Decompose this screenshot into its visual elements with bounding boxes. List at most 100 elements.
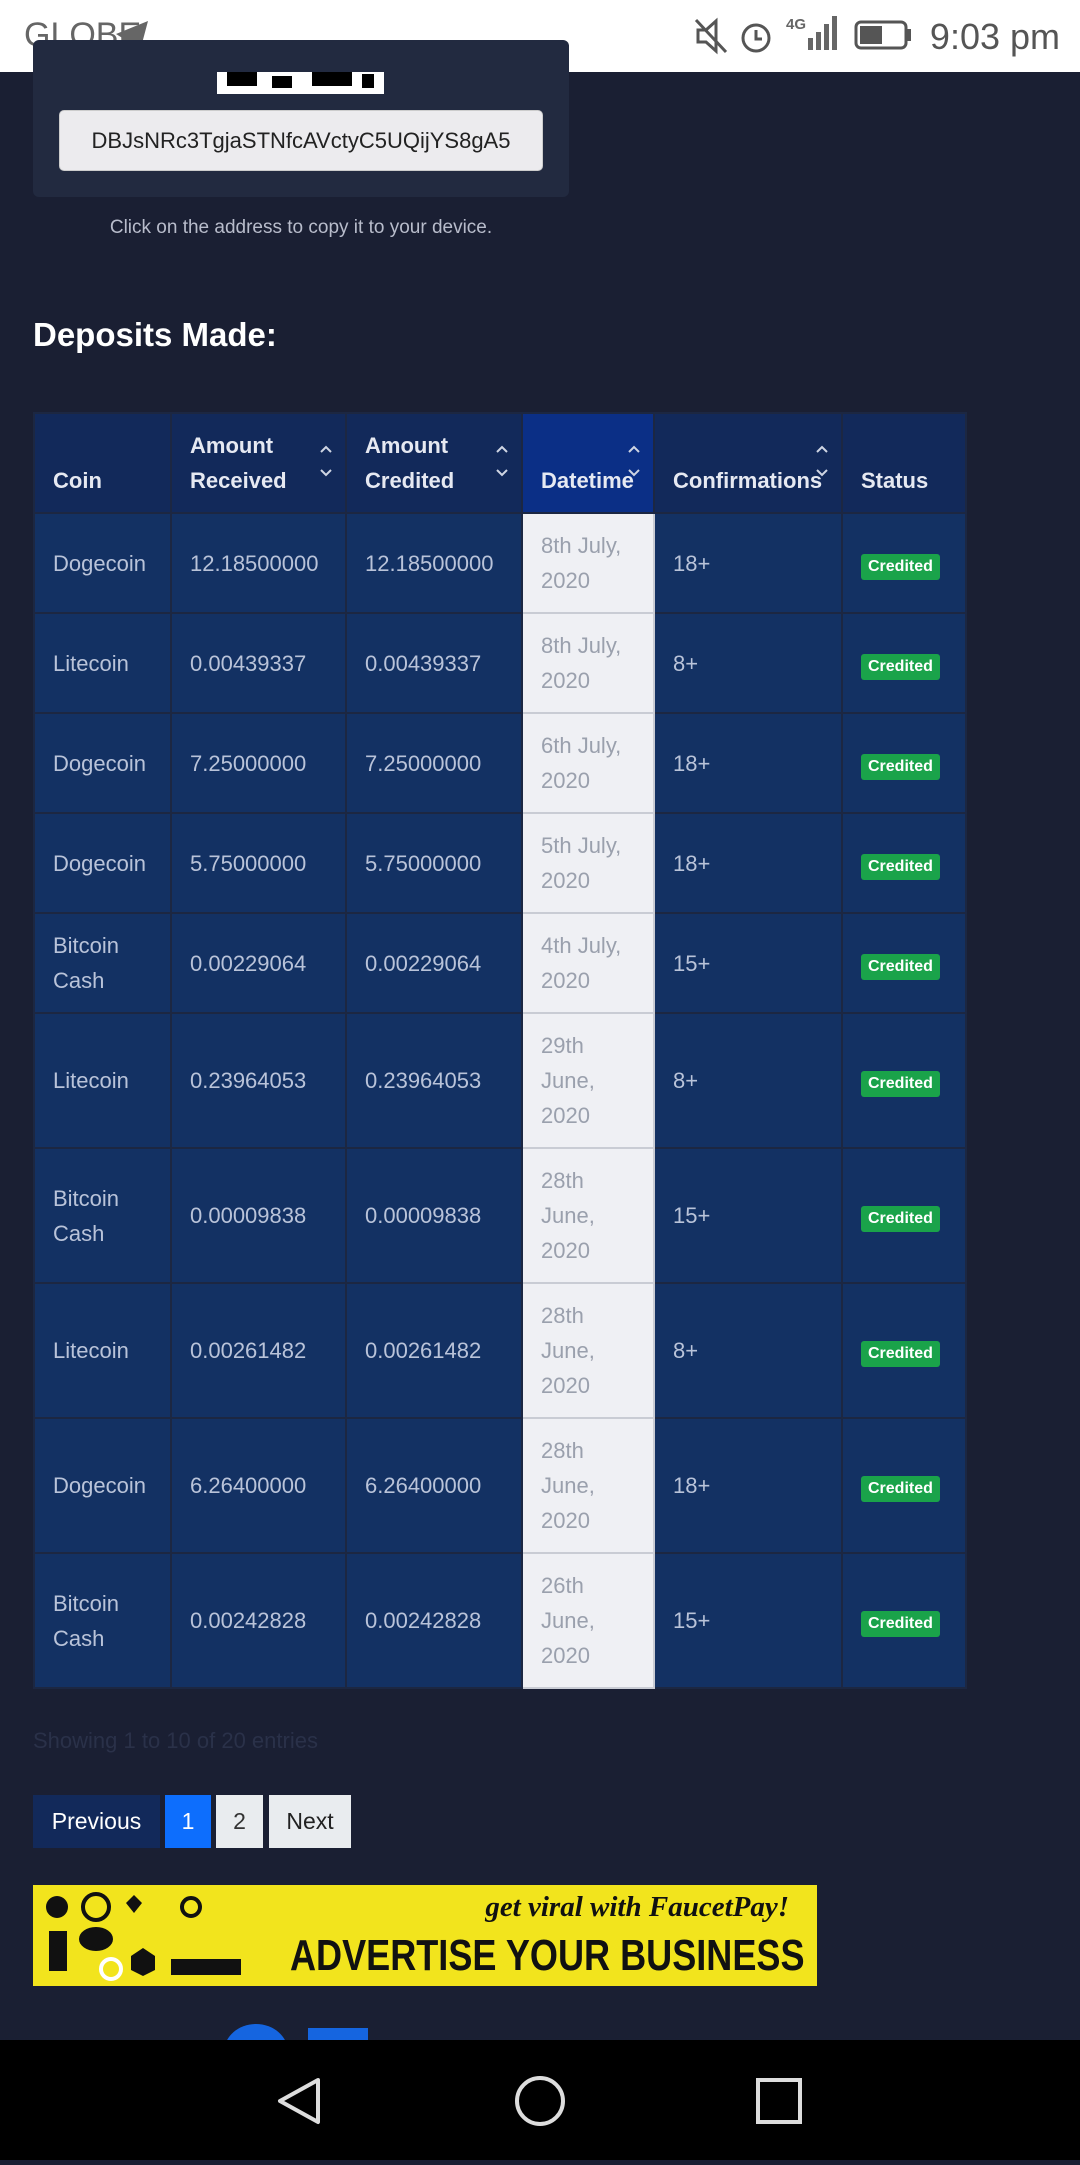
navigation-bar (0, 2040, 1080, 2160)
table-cell: 12.18500000 (345, 512, 523, 614)
sort-icon (628, 445, 640, 477)
table-cell: 15+ (653, 1147, 843, 1284)
column-header[interactable]: Confirmations (653, 412, 843, 514)
status-badge: Credited (861, 553, 940, 580)
header-label: Coin (53, 468, 102, 493)
table-cell: 28th June, 2020 (521, 1147, 655, 1284)
ad-tagline: get viral with FaucetPay! (485, 1891, 789, 1923)
status-badge: Credited (861, 1206, 940, 1232)
table-cell: Litecoin (33, 1282, 172, 1419)
table-cell: Bitcoin Cash (33, 1552, 172, 1689)
table-cell: 0.00229064 (345, 912, 523, 1014)
table-cell: 0.23964053 (170, 1012, 347, 1149)
copy-hint: Click on the address to copy it to your … (109, 217, 493, 238)
network-type: 4G (786, 16, 807, 33)
table-row: Bitcoin Cash 0.00242828 0.00242828 26th Jun… (33, 1552, 967, 1689)
table-cell: 8+ (653, 1012, 843, 1149)
clock: 9:03 pm (929, 16, 1060, 57)
table-row: Dogecoin 7.25000000 7.25000000 6th July, 20… (33, 712, 967, 814)
table-cell: 18+ (653, 512, 843, 614)
table-cell: 28th June, 2020 (521, 1417, 655, 1554)
status-cell: Credited (841, 812, 967, 914)
column-header[interactable]: Coin (33, 412, 172, 514)
table-cell: 15+ (653, 1552, 843, 1689)
status-cell: Credited (841, 1147, 967, 1284)
page-button[interactable]: 1 (165, 1795, 211, 1848)
status-cell: Credited (841, 912, 967, 1014)
table-cell: 12.18500000 (170, 512, 347, 614)
table-cell: 7.25000000 (345, 712, 523, 814)
page-button[interactable]: Next (269, 1795, 351, 1848)
table-cell: 18+ (653, 1417, 843, 1554)
table-cell: 5.75000000 (170, 812, 347, 914)
table-row: Bitcoin Cash 0.00009838 0.00009838 28th Jun… (33, 1147, 967, 1284)
table-cell: 8+ (653, 612, 843, 714)
table-row: Litecoin 0.00439337 0.00439337 8th July, 20… (33, 612, 967, 714)
table-cell: 8th July, 2020 (521, 512, 655, 614)
status-badge: Credited (861, 1341, 940, 1367)
recents-button[interactable] (756, 2078, 802, 2124)
table-cell: Litecoin (33, 612, 172, 714)
table-cell: 0.00242828 (170, 1552, 347, 1689)
status-badge: Credited (861, 653, 940, 680)
table-cell: 5.75000000 (345, 812, 523, 914)
table-cell: 8th July, 2020 (521, 612, 655, 714)
back-button[interactable] (278, 2078, 320, 2124)
table-cell: 0.00009838 (170, 1147, 347, 1284)
sort-icon (496, 445, 508, 477)
qr-code (217, 72, 384, 94)
table-row: Dogecoin 12.18500000 12.18500000 8th July, … (33, 512, 967, 614)
table-cell: 18+ (653, 712, 843, 814)
table-cell: 4th July, 2020 (521, 912, 655, 1014)
table-cell: 0.00439337 (345, 612, 523, 714)
table-cell: Bitcoin Cash (33, 912, 172, 1014)
table-row: Bitcoin Cash 0.00229064 0.00229064 4th July… (33, 912, 967, 1014)
table-cell: 26th June, 2020 (521, 1552, 655, 1689)
table-cell: Dogecoin (33, 1417, 172, 1554)
ad-icons (46, 1892, 241, 1981)
wallet-address[interactable]: DBJsNRc3TgjaSTNfcAVctyC5UQijYS8gA5 (59, 110, 543, 171)
table-cell: 0.00261482 (345, 1282, 523, 1419)
column-header[interactable]: Status (841, 412, 967, 514)
table-cell: Bitcoin Cash (33, 1147, 172, 1284)
deposits-table: Coin Amount Received Amount Credited Dateti… (33, 412, 967, 1689)
ad-banner[interactable]: get viral with FaucetPay! ADVERTISE YOUR… (33, 1885, 817, 1986)
status-cell: Credited (841, 1282, 967, 1419)
table-cell: 0.23964053 (345, 1012, 523, 1149)
header-label: Datetime (541, 468, 634, 493)
ad-headline: ADVERTISE YOUR BUSINESS (290, 1931, 805, 1980)
section-heading: Deposits Made: (33, 316, 277, 353)
column-header[interactable]: Amount Received (170, 412, 347, 514)
status-badge: Credited (861, 953, 940, 980)
table-cell: 18+ (653, 812, 843, 914)
table-cell: Dogecoin (33, 812, 172, 914)
header-label: Amount Credited (365, 433, 455, 493)
table-cell: 8+ (653, 1282, 843, 1419)
table-row: Dogecoin 6.26400000 6.26400000 28th June, 2… (33, 1417, 967, 1554)
table-info: Showing 1 to 10 of 20 entries (33, 1728, 318, 1753)
column-header[interactable]: Amount Credited (345, 412, 523, 514)
status-cell: Credited (841, 712, 967, 814)
nav-buttons (278, 2076, 802, 2126)
status-cell: Credited (841, 512, 967, 614)
page-button[interactable]: Previous (33, 1795, 160, 1848)
column-header[interactable]: Datetime (521, 412, 655, 514)
header-label: Amount Received (190, 433, 287, 493)
page-button[interactable]: 2 (216, 1795, 263, 1848)
sort-icon (816, 445, 828, 477)
status-badge: Credited (861, 1611, 940, 1637)
status-icons (694, 17, 771, 55)
status-badge: Credited (861, 753, 940, 780)
table-row: Dogecoin 5.75000000 5.75000000 5th July, 20… (33, 812, 967, 914)
table-cell: 0.00242828 (345, 1552, 523, 1689)
status-cell: Credited (841, 1552, 967, 1689)
table-cell: Dogecoin (33, 512, 172, 614)
table-cell: Dogecoin (33, 712, 172, 814)
status-cell: Credited (841, 1012, 967, 1149)
sort-icon (320, 445, 332, 477)
table-cell: 7.25000000 (170, 712, 347, 814)
table-row: Litecoin 0.23964053 0.23964053 29th June, 2… (33, 1012, 967, 1149)
home-button[interactable] (515, 2076, 565, 2126)
status-badge: Credited (861, 853, 940, 880)
